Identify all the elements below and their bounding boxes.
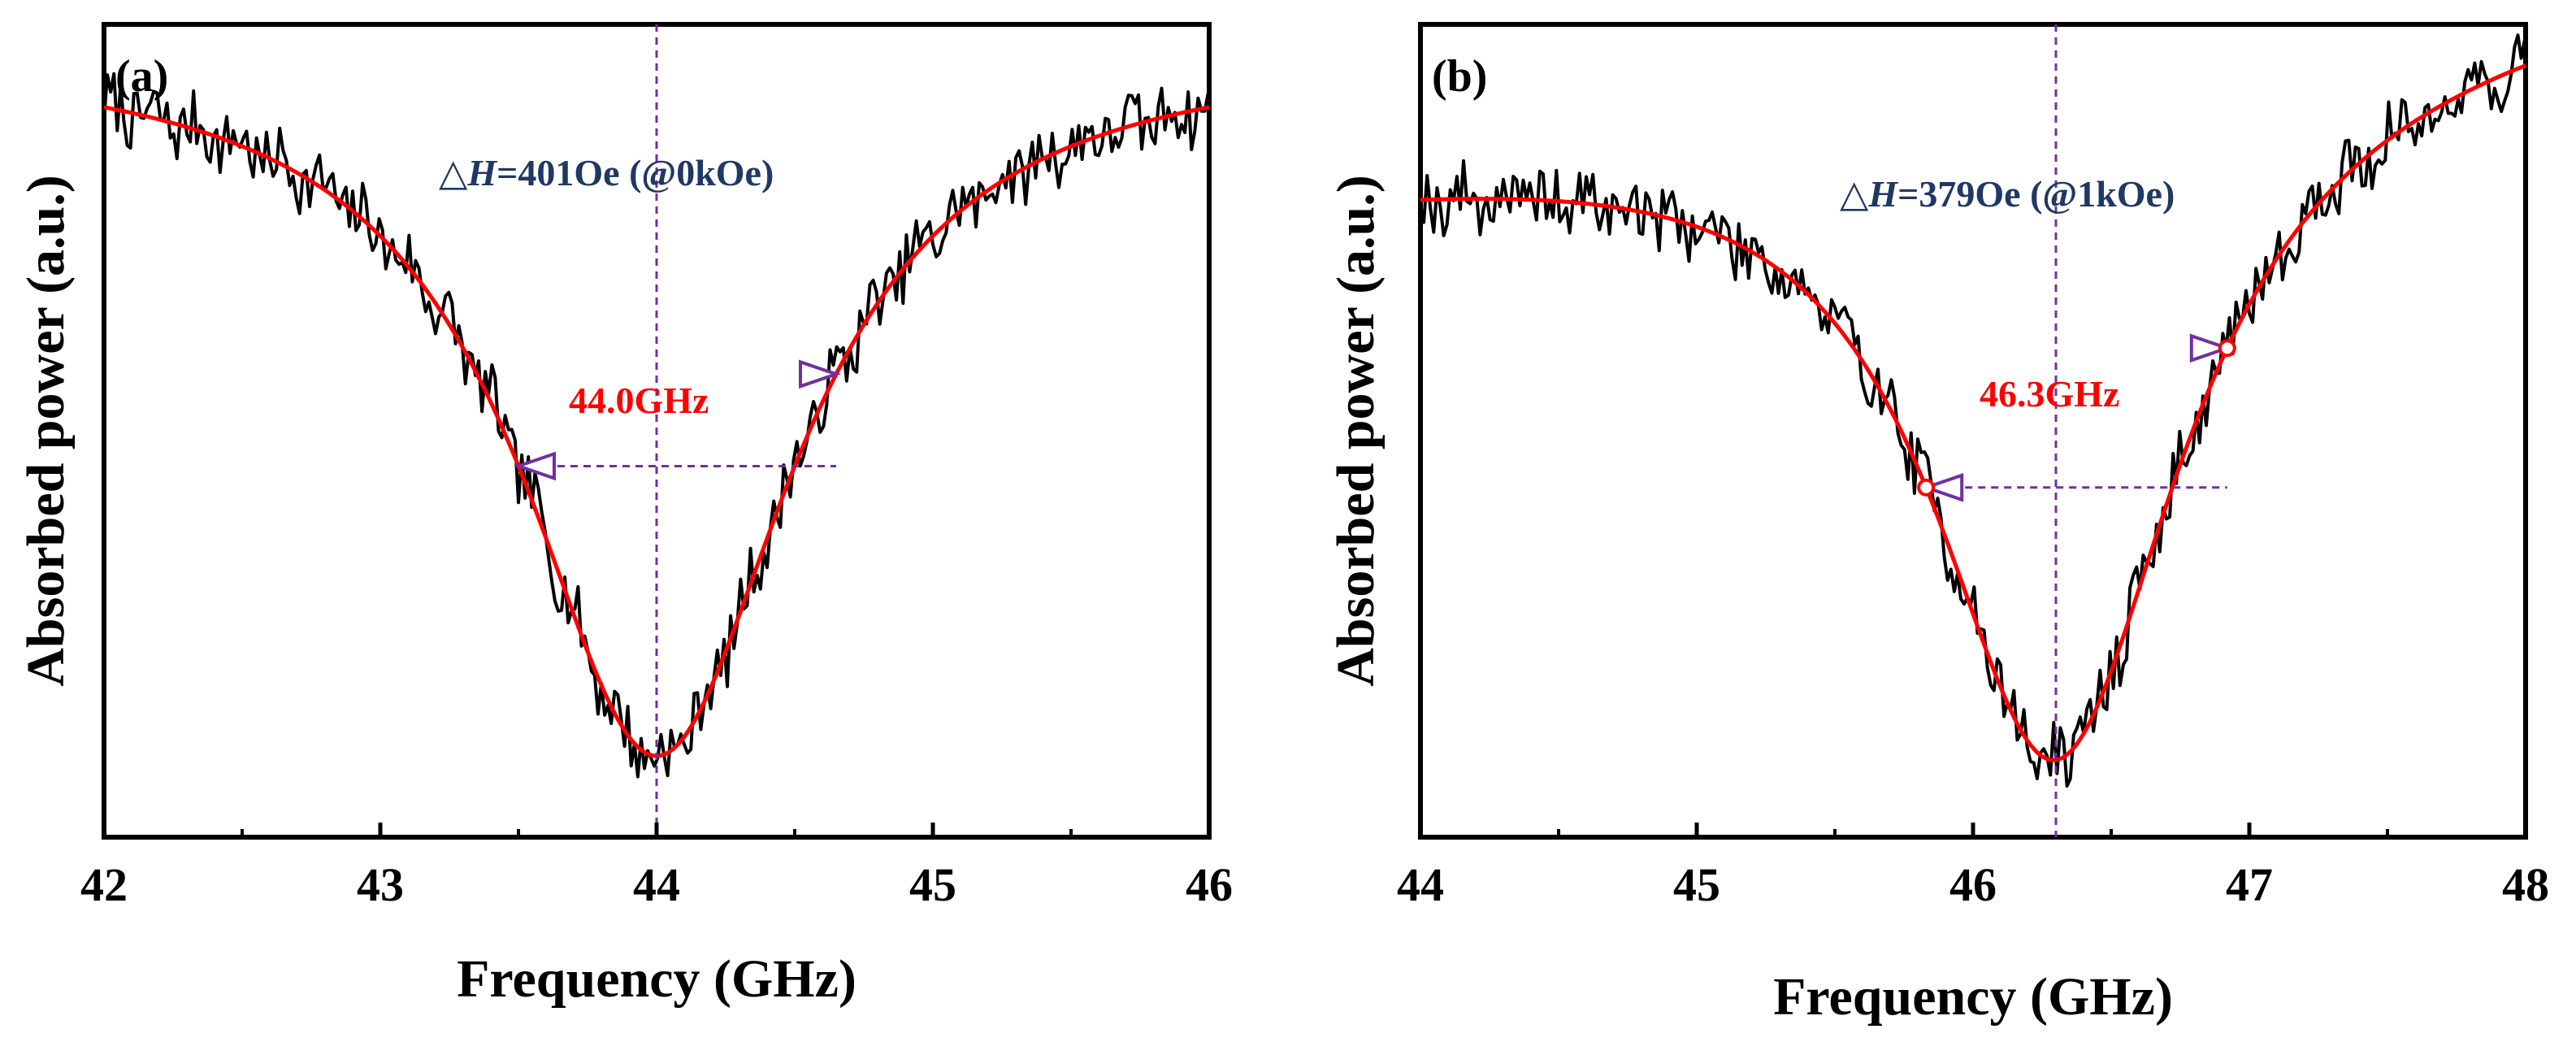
measured-trace [102, 72, 1210, 779]
x-tick-label: 44 [633, 858, 680, 911]
x-tick-label: 43 [357, 858, 404, 911]
x-ticks-b: 44 45 46 47 48 [1397, 823, 2549, 911]
x-tick-label: 46 [1186, 858, 1233, 911]
x-tick-label: 44 [1397, 858, 1444, 911]
x-tick-label: 47 [2226, 858, 2273, 911]
center-frequency-label-a: 44.0GHz [569, 380, 709, 421]
x-tick-label: 45 [1673, 858, 1720, 911]
linewidth-annotation-a: △H=401Oe (@0kOe) [439, 152, 774, 193]
linewidth-value-b: =379Oe (@1kOe) [1897, 173, 2175, 215]
y-axis-title-b: Absorbed power (a.u.) [1326, 175, 1386, 686]
panel-label-b: (b) [1432, 51, 1487, 102]
x-axis-title-b: Frequency (GHz) [1773, 967, 2173, 1027]
fit-curve [1420, 63, 2526, 762]
x-tick-label: 45 [909, 858, 956, 911]
fwhm-arrow-right [2189, 333, 2232, 363]
x-tick-label: 46 [1949, 858, 1997, 911]
fwhm-arrow-left [1921, 473, 1964, 502]
field-variable-a: H [466, 152, 497, 193]
x-axis-title-a: Frequency (GHz) [457, 949, 856, 1009]
panel-a: (a) △H=401Oe (@0kOe) 44.0GHz 42 43 44 45 46 … [16, 22, 1233, 1009]
linewidth-annotation-b: △H=379Oe (@1kOe) [1840, 173, 2175, 215]
delta-symbol-b: △ [1840, 173, 1869, 215]
fwhm-arrow-right [799, 359, 842, 389]
panel-label-a: (a) [115, 51, 168, 102]
linewidth-value-a: =401Oe (@0kOe) [497, 152, 774, 193]
x-ticks-a: 42 43 44 45 46 [80, 823, 1233, 911]
plot-frame-b [1418, 22, 2528, 840]
fwhm-arrow-left [513, 451, 556, 481]
fwhm-point-left [1917, 478, 1936, 497]
delta-symbol-a: △ [439, 152, 468, 193]
panel-b: (b) △H=379Oe (@1kOe) 46.3GHz 44 45 46 47 48 … [1326, 22, 2549, 1027]
x-tick-label: 42 [80, 858, 128, 911]
measured-trace [1419, 33, 2526, 788]
marks-b [1419, 24, 2526, 837]
marks-a [102, 24, 1210, 837]
center-frequency-label-b: 46.3GHz [1980, 373, 2119, 415]
y-axis-title-a: Absorbed power (a.u.) [16, 175, 76, 686]
field-variable-b: H [1867, 173, 1898, 215]
fwhm-point-right [2218, 339, 2236, 358]
x-tick-label: 48 [2502, 858, 2549, 911]
